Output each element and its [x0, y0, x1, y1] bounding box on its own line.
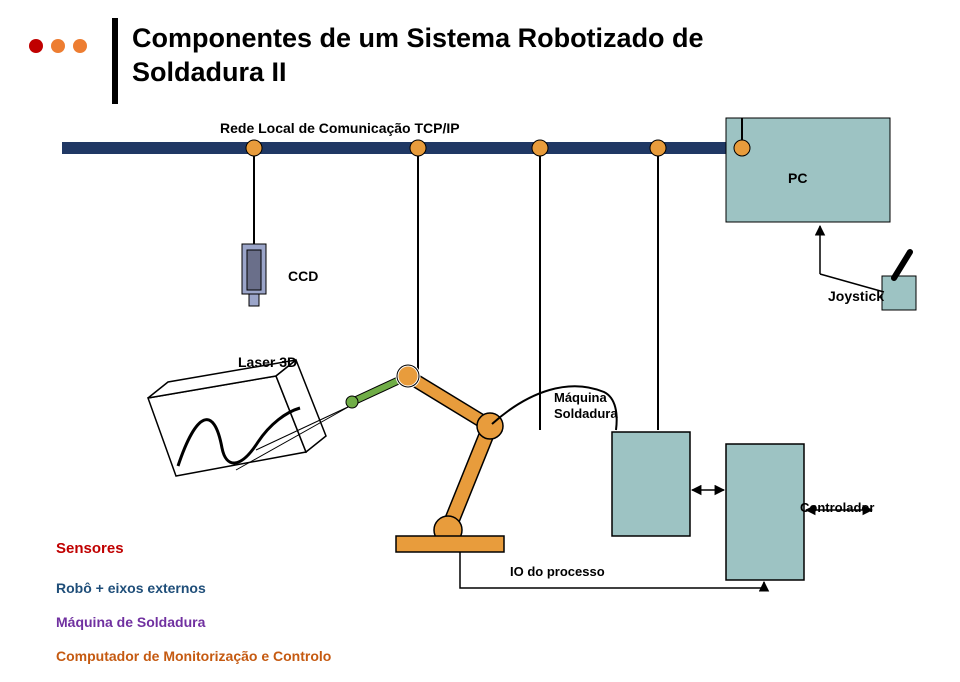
network-label: Rede Local de Comunicação TCP/IP: [220, 120, 460, 136]
workpiece-box: [148, 360, 350, 476]
controller-box: [726, 444, 804, 580]
joystick-stick: [894, 252, 910, 278]
ccd-label: CCD: [288, 268, 318, 284]
ccd-icon: [242, 244, 266, 306]
legend-computador: Computador de Monitorização e Controlo: [56, 648, 331, 664]
pc-box: [726, 118, 890, 222]
joystick-label: Joystick: [828, 288, 884, 304]
robot-base: [396, 536, 504, 552]
weld-machine-label: Máquina Soldadura: [554, 390, 618, 421]
legend-robo: Robô + eixos externos: [56, 580, 206, 596]
robot-arm: [346, 365, 503, 544]
io-label: IO do processo: [510, 564, 605, 579]
weld-machine-box: [612, 432, 690, 536]
io-line: [460, 552, 764, 588]
legend-maquina: Máquina de Soldadura: [56, 614, 205, 630]
joystick-box: [882, 276, 916, 310]
controller-label: Controlador: [800, 500, 874, 515]
legend-sensores: Sensores: [56, 540, 124, 557]
laser3d-label: Laser 3D: [238, 354, 297, 370]
pc-label: PC: [788, 170, 807, 186]
